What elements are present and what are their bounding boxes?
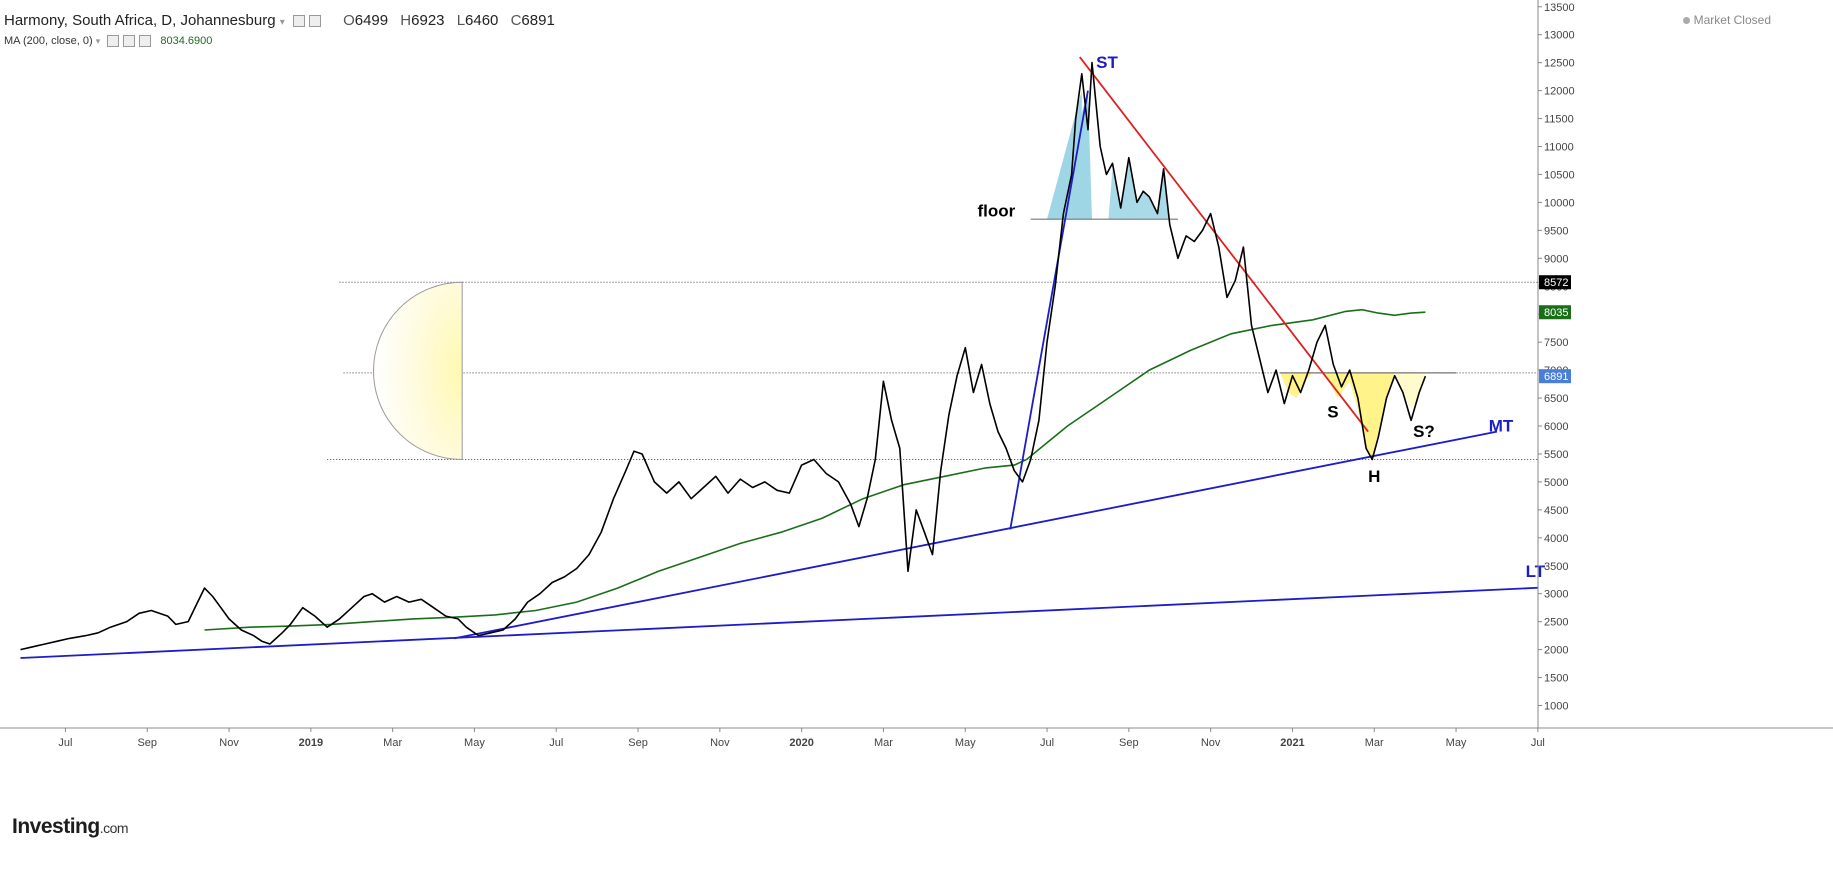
y-tick-label: 1500 — [1544, 673, 1568, 685]
logo-brand: Investing — [12, 815, 100, 838]
y-tick-label: 9500 — [1544, 225, 1568, 237]
annotation-label: H — [1368, 467, 1380, 486]
x-tick-label: Nov — [219, 737, 239, 749]
y-axis: 1000 1500 2000 2500 3000 3500 4000 4500 5000 5500… — [1537, 0, 1575, 728]
high-value: 6923 — [411, 12, 445, 29]
price-badge — [1539, 369, 1571, 384]
chart-header: Harmony, South Africa, D, Johannesburg ▾… — [4, 12, 555, 29]
y-tick-label: 4500 — [1544, 505, 1568, 517]
close-label: C — [510, 12, 522, 29]
price-series-line — [20, 61, 1427, 651]
st-fill-area — [1047, 90, 1092, 220]
plot-area: ST floor S H S? MT LT — [20, 53, 1546, 659]
y-tick-label: 3500 — [1544, 561, 1568, 573]
x-tick-label: May — [464, 737, 485, 749]
close-value: 6891 — [521, 12, 555, 29]
y-tick-label: 13000 — [1544, 30, 1575, 42]
right-shoulder-fill — [1394, 372, 1426, 410]
low-value: 6460 — [465, 12, 499, 29]
y-tick-label: 10500 — [1544, 169, 1575, 181]
x-tick-label: Mar — [383, 737, 402, 749]
indicator-label[interactable]: MA (200, close, 0) — [4, 35, 93, 47]
y-tick-label: 6000 — [1544, 421, 1568, 433]
lt-trendline — [20, 586, 1538, 659]
x-tick-label: 2021 — [1280, 737, 1304, 749]
y-tick-label: 4000 — [1544, 533, 1568, 545]
market-status: Market Closed — [1682, 13, 1771, 27]
settings-icon[interactable] — [107, 35, 120, 48]
open-value: 6499 — [354, 12, 389, 29]
y-tick-label: 2000 — [1544, 645, 1568, 657]
price-badge-label: 8035 — [1544, 307, 1568, 319]
logo-suffix: .com — [99, 820, 129, 836]
head-shoulders-fill — [1280, 372, 1395, 460]
y-tick-label: 5500 — [1544, 449, 1568, 461]
x-tick-label: 2020 — [789, 737, 813, 749]
y-tick-label: 12000 — [1544, 86, 1575, 98]
half-circle-shape — [373, 281, 463, 461]
y-tick-label: 9000 — [1544, 253, 1568, 265]
annotation-label: ST — [1096, 53, 1118, 72]
brand-logo[interactable]: Investing.com — [12, 815, 129, 839]
indicator-value: 8034.6900 — [160, 35, 213, 47]
x-tick-label: 2019 — [299, 737, 323, 749]
visibility-icon[interactable] — [308, 15, 321, 28]
price-badge — [1539, 275, 1571, 290]
high-label: H — [400, 12, 412, 29]
x-tick-label: Jul — [58, 737, 72, 749]
indicator-legend: MA (200, close, 0) ▾ 8034.6900 — [4, 35, 213, 48]
market-status-text: Market Closed — [1693, 13, 1771, 27]
chevron-down-icon[interactable]: ▾ — [95, 36, 101, 46]
annotation-label: MT — [1489, 417, 1514, 436]
x-tick-label: Jul — [1040, 737, 1054, 749]
close-icon[interactable] — [139, 35, 152, 48]
annotation-label: S — [1327, 403, 1338, 422]
y-tick-label: 10000 — [1544, 197, 1575, 209]
y-tick-label: 3000 — [1544, 589, 1568, 601]
y-tick-label: 2500 — [1544, 617, 1568, 629]
y-tick-label: 13500 — [1544, 2, 1575, 14]
plot-clip-group — [20, 56, 1538, 659]
x-tick-label: Sep — [137, 737, 157, 749]
instrument-title[interactable]: Harmony, South Africa, D, Johannesburg — [4, 12, 276, 29]
status-dot-icon — [1682, 17, 1690, 24]
x-axis: Jul Sep Nov 2019 Mar May Jul Sep Nov 2020 Mar May Ju… — [0, 727, 1833, 749]
y-tick-label: 1000 — [1544, 701, 1568, 713]
y-tick-label: 11000 — [1544, 142, 1574, 154]
x-tick-label: Mar — [874, 737, 893, 749]
x-tick-label: May — [1446, 737, 1467, 749]
chevron-down-icon[interactable]: ▾ — [279, 17, 285, 28]
ohlc-readout: O6499 H6923 L6460 C6891 — [335, 12, 555, 29]
open-label: O — [343, 12, 355, 29]
annotation-label: floor — [978, 201, 1016, 220]
y-tick-label: 7500 — [1544, 337, 1568, 349]
st-trendline — [1009, 90, 1089, 530]
x-tick-label: Sep — [1119, 737, 1139, 749]
price-badge — [1539, 305, 1571, 320]
x-tick-label: Jul — [1531, 737, 1545, 749]
ma-series-line — [204, 308, 1426, 631]
price-badge-label: 6891 — [1544, 371, 1568, 383]
low-label: L — [456, 12, 466, 29]
x-tick-label: Nov — [1201, 737, 1221, 749]
annotation-label: S? — [1413, 422, 1435, 441]
y-tick-label: 6500 — [1544, 393, 1568, 405]
x-tick-label: Jul — [549, 737, 563, 749]
x-tick-label: Sep — [628, 737, 648, 749]
mt-trendline — [453, 430, 1498, 640]
visibility-icon[interactable] — [123, 35, 136, 48]
price-badge-label: 8572 — [1544, 277, 1568, 289]
resistance-trendline — [1079, 56, 1369, 433]
annotation-label: LT — [1526, 562, 1546, 581]
y-tick-label: 12500 — [1544, 58, 1575, 70]
x-tick-label: May — [955, 737, 976, 749]
y-tick-label: 11500 — [1544, 114, 1574, 126]
x-tick-label: Nov — [710, 737, 730, 749]
settings-icon[interactable] — [292, 15, 305, 28]
x-tick-label: Mar — [1365, 737, 1384, 749]
y-tick-label: 5000 — [1544, 477, 1568, 489]
floor-fill-area — [1108, 163, 1170, 220]
